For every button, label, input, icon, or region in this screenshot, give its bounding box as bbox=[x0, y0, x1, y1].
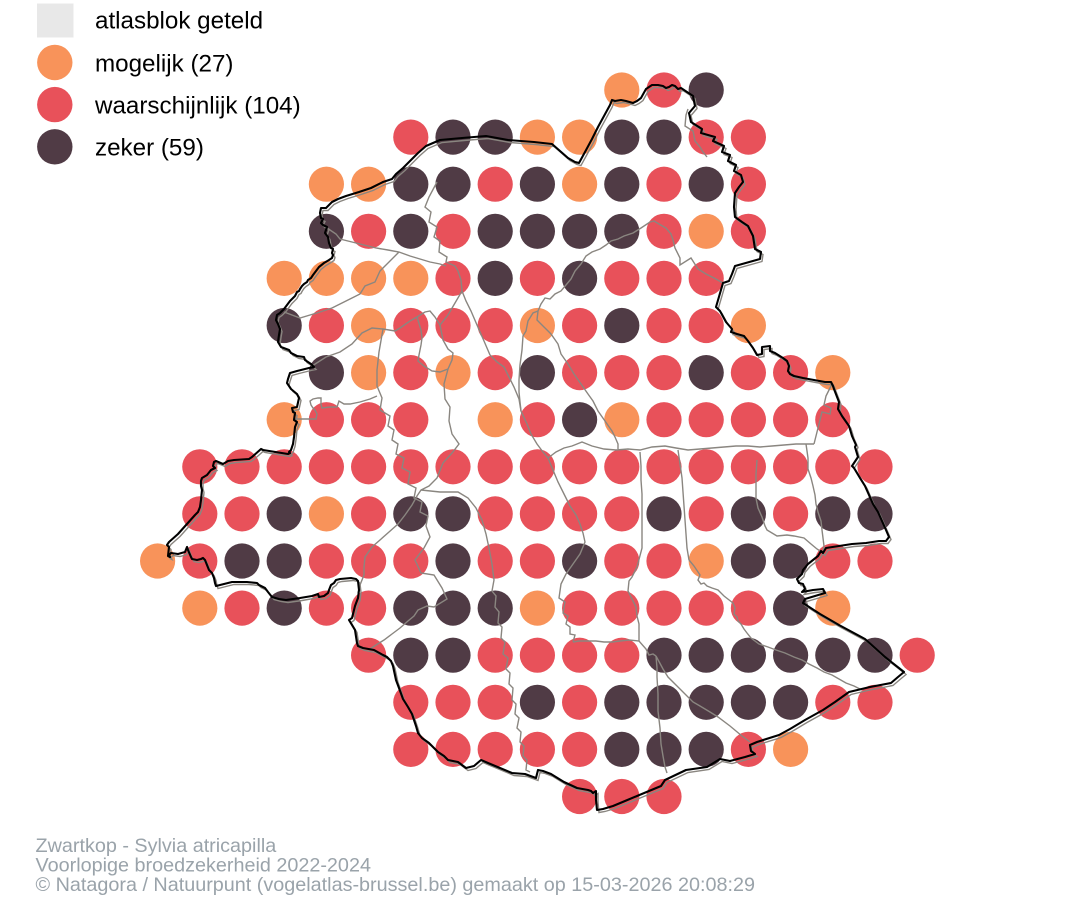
svg-text:mogelijk (27): mogelijk (27) bbox=[95, 51, 233, 78]
svg-text:zeker (59): zeker (59) bbox=[95, 135, 204, 162]
svg-text:Voorlopige broedzekerheid 2022: Voorlopige broedzekerheid 2022-2024 bbox=[36, 855, 371, 877]
svg-text:waarschijnlijk (104): waarschijnlijk (104) bbox=[94, 93, 301, 120]
svg-text:© Natagora / Natuurpunt (vogel: © Natagora / Natuurpunt (vogelatlas-brus… bbox=[36, 874, 755, 896]
svg-text:Zwartkop - Sylvia atricapilla: Zwartkop - Sylvia atricapilla bbox=[36, 835, 277, 857]
svg-text:atlasblok geteld: atlasblok geteld bbox=[95, 8, 263, 35]
